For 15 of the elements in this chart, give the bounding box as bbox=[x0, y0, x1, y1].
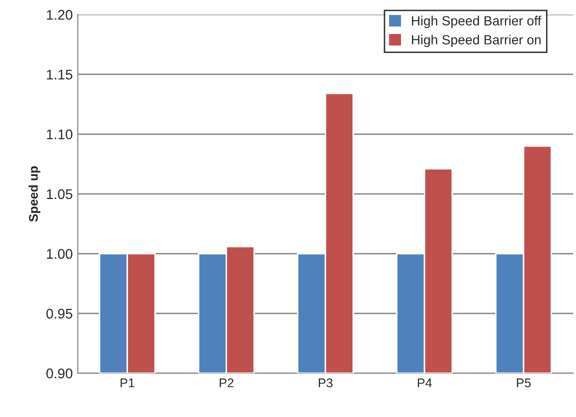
x-tick-label: P4 bbox=[418, 378, 432, 388]
y-tick-label: 0.90 bbox=[46, 368, 72, 378]
y-tick-label: 1.20 bbox=[46, 10, 72, 20]
y-tick-label: 1.10 bbox=[46, 129, 72, 140]
y-tick-label: 0.95 bbox=[46, 308, 72, 319]
legend-label: High Speed Barrier on bbox=[412, 34, 541, 48]
y-tick-label: 1.15 bbox=[46, 70, 72, 80]
y-axis-title: Speed up bbox=[28, 166, 40, 222]
x-tick-label: P1 bbox=[120, 378, 134, 388]
x-tick-label: P3 bbox=[318, 378, 333, 388]
x-tick-label: P5 bbox=[516, 378, 531, 388]
y-tick-label: 1.00 bbox=[46, 249, 72, 259]
y-tick-label: 1.05 bbox=[46, 189, 72, 200]
legend-label: High Speed Barrier off bbox=[412, 16, 542, 28]
x-tick-label: P2 bbox=[220, 378, 234, 388]
